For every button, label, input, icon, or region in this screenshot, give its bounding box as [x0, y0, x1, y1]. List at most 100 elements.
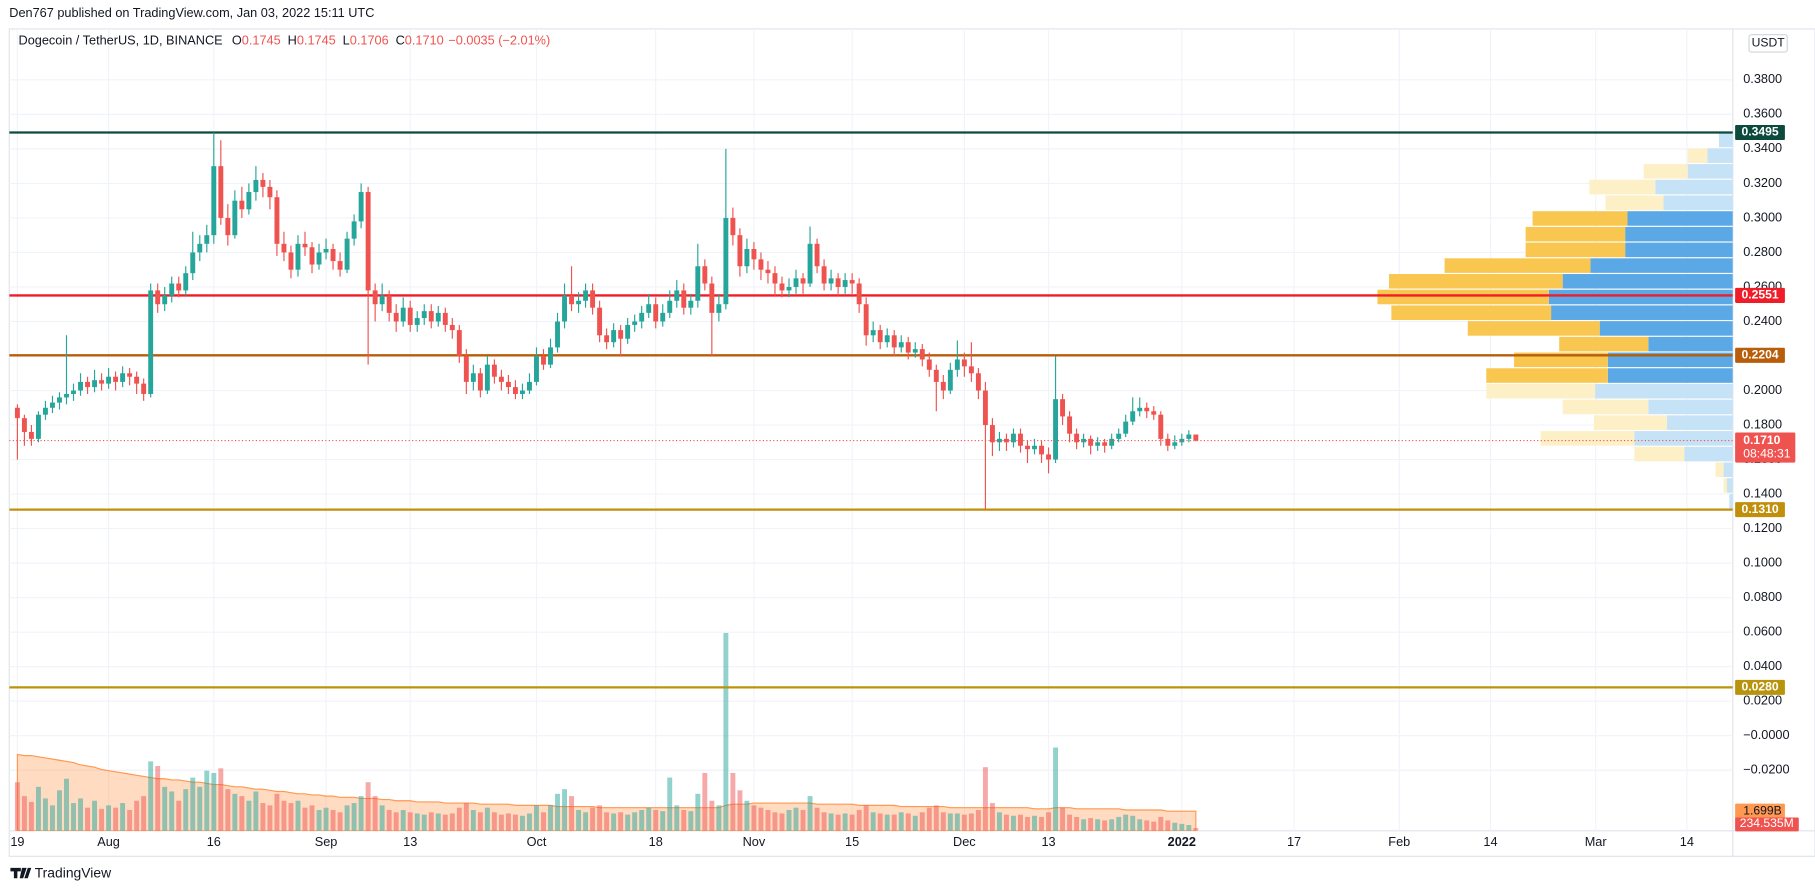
- y-tick-label: 0.1400: [1743, 485, 1782, 500]
- volume-bar: [85, 807, 90, 831]
- volume-bar: [870, 812, 876, 831]
- profile-sell: [1607, 368, 1733, 383]
- volume-bar: [954, 813, 960, 831]
- profile-sell: [1551, 305, 1733, 320]
- candle-body: [828, 278, 834, 284]
- candle-body: [99, 380, 105, 384]
- candle-body: [498, 376, 504, 382]
- volume-bar: [71, 803, 76, 831]
- volume-bar: [1158, 816, 1164, 831]
- volume-bar: [618, 812, 624, 831]
- volume-bar: [933, 805, 939, 831]
- candle-body: [316, 252, 322, 265]
- candle-body: [982, 390, 988, 426]
- volume-bar: [702, 772, 708, 831]
- volume-bar: [996, 812, 1002, 831]
- profile-sell: [1729, 493, 1733, 509]
- volume-bar: [344, 805, 350, 831]
- volume-bar: [260, 803, 266, 831]
- volume-bar: [309, 805, 315, 831]
- y-tick-label: 0.1000: [1743, 554, 1782, 569]
- axes: 0.38000.36000.34000.32000.30000.28000.26…: [10, 71, 1799, 849]
- volume-bar: [807, 796, 813, 831]
- candle-body: [807, 243, 813, 284]
- profile-sell: [1595, 383, 1733, 399]
- candle-body: [120, 373, 126, 382]
- candle-body: [884, 335, 890, 343]
- volume-bar: [484, 807, 490, 831]
- candle-body: [912, 349, 918, 353]
- volume-ma-label: 1.699B: [1743, 803, 1781, 817]
- candle-body: [281, 243, 287, 253]
- profile-buy: [1467, 321, 1600, 336]
- volume-bar: [106, 805, 112, 831]
- candle-body: [856, 283, 862, 305]
- y-tick-label: 0.2000: [1743, 382, 1782, 397]
- currency-box[interactable]: [1748, 34, 1788, 53]
- volume-bar: [43, 798, 48, 831]
- volume-bar: [786, 810, 792, 831]
- volume-bar: [1165, 820, 1171, 831]
- candle-body: [891, 335, 897, 348]
- volume-bar: [267, 805, 273, 831]
- volume-bar: [961, 814, 967, 831]
- volume-bar: [800, 810, 806, 831]
- volume-bar: [646, 807, 652, 831]
- candle-body: [253, 179, 259, 193]
- candle-body: [1018, 433, 1023, 446]
- volume-bar: [1144, 820, 1150, 831]
- volume-bar: [611, 813, 617, 831]
- x-tick-label: Nov: [743, 834, 766, 849]
- profile-sell: [1562, 274, 1733, 289]
- candle-body: [835, 278, 841, 287]
- volume-last-label-box: [1735, 817, 1799, 832]
- candle-body: [730, 217, 736, 236]
- volume-bar: [21, 796, 27, 831]
- volume-bar: [428, 812, 434, 831]
- profile-buy: [1593, 415, 1667, 430]
- volume-bar: [1003, 814, 1009, 831]
- candle-body: [744, 248, 750, 267]
- candle-body: [576, 300, 582, 305]
- volume-bar: [64, 778, 69, 831]
- volume-bar: [351, 803, 357, 831]
- volume-bar: [1116, 816, 1122, 831]
- volume-bar: [14, 782, 20, 831]
- legend-value: 0.1745: [297, 33, 336, 48]
- candle-body: [646, 304, 652, 313]
- candle-body: [632, 321, 638, 325]
- volume-bar: [176, 800, 182, 831]
- profile-sell: [1627, 211, 1733, 226]
- volume-bar: [1011, 815, 1016, 831]
- volume-bar: [302, 807, 308, 831]
- volume-bar: [162, 786, 168, 831]
- profile-buy: [1486, 383, 1596, 399]
- candle-body: [688, 300, 694, 308]
- volume-bar: [527, 813, 532, 831]
- volume-bar: [863, 805, 869, 831]
- volume-bar: [379, 805, 385, 831]
- volume-bar: [947, 813, 953, 831]
- volume-bar: [926, 807, 932, 831]
- volume-bar: [393, 812, 399, 831]
- x-tick-label: Dec: [953, 834, 976, 849]
- profile-buy: [1391, 305, 1552, 320]
- volume-bar: [57, 790, 62, 831]
- currency[interactable]: USDT: [1752, 36, 1786, 50]
- candle-body: [239, 200, 245, 210]
- legend: Dogecoin / TetherUS, 1D, BINANCE O0.1745 H…: [19, 33, 551, 48]
- profile-buy: [1715, 462, 1724, 478]
- candle-body: [821, 266, 827, 284]
- plot: [9, 131, 1733, 831]
- candle-body: [1025, 445, 1030, 450]
- x-tick-label: 15: [845, 834, 859, 849]
- volume-bar: [639, 810, 645, 831]
- volume-bar: [519, 815, 525, 831]
- volume-bar: [709, 800, 715, 831]
- volume-bar: [1193, 828, 1199, 831]
- volume-bar: [737, 790, 743, 831]
- candle-body: [919, 349, 925, 360]
- volume-bar: [842, 813, 848, 831]
- y-tick-label: 0.2400: [1743, 313, 1782, 328]
- volume-bar: [99, 808, 105, 831]
